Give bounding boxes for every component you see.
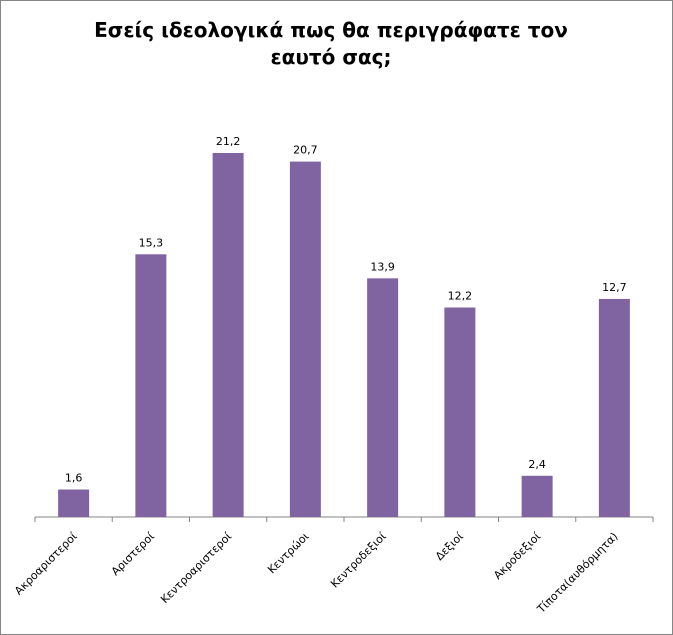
data-label: 1,6 <box>65 472 83 485</box>
x-tick-label: Κεντρώοι <box>265 530 312 577</box>
x-tick-label: Δεξιοί <box>433 530 466 563</box>
x-tick-label: Ακροδεξιοί <box>491 530 543 582</box>
x-tick-label: Ακροαριστεροί <box>12 530 80 598</box>
data-label: 12,2 <box>448 290 473 303</box>
x-tick-label: Αριστεροί <box>109 530 157 578</box>
bar <box>135 254 167 517</box>
data-label: 2,4 <box>528 458 546 471</box>
data-label: 20,7 <box>293 144 318 157</box>
bar <box>212 153 244 517</box>
bar <box>444 307 476 517</box>
x-tick-label: Κεντροδεξιοί <box>328 530 389 591</box>
data-label: 21,2 <box>216 135 241 148</box>
bar <box>521 475 553 517</box>
data-label: 15,3 <box>139 236 164 249</box>
bar <box>289 161 321 517</box>
chart-title: Εσείς ιδεολογικά πως θα περιγράφατε τον … <box>94 18 568 69</box>
bar <box>598 298 630 517</box>
bar <box>58 489 90 517</box>
x-tick-label: Τίποτα(αυθόρμητα) <box>534 530 620 616</box>
data-label: 13,9 <box>370 260 395 273</box>
x-tick-label: Κεντροαριστεροί <box>158 530 234 606</box>
bar <box>367 278 399 517</box>
data-label: 12,7 <box>602 281 627 294</box>
